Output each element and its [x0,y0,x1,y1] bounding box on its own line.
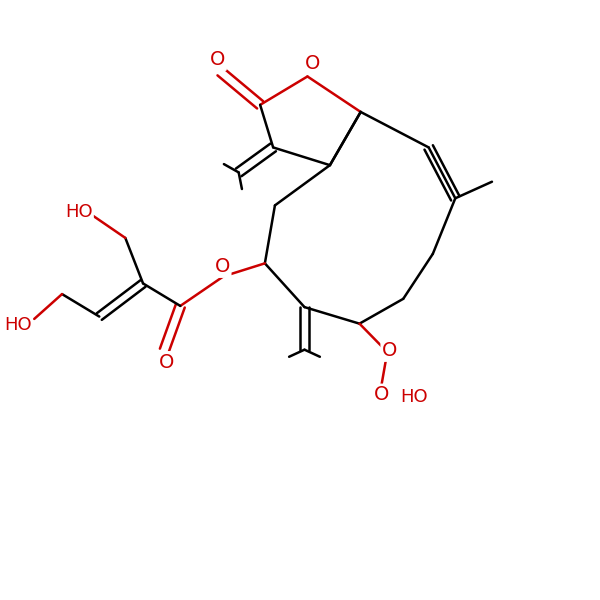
Text: HO: HO [400,388,428,406]
Text: O: O [374,385,389,404]
Text: O: O [215,257,230,277]
Text: HO: HO [4,316,31,334]
Text: O: O [304,54,320,73]
Text: O: O [382,341,397,361]
Text: HO: HO [65,203,92,221]
Text: O: O [159,353,175,371]
Text: O: O [210,50,225,70]
